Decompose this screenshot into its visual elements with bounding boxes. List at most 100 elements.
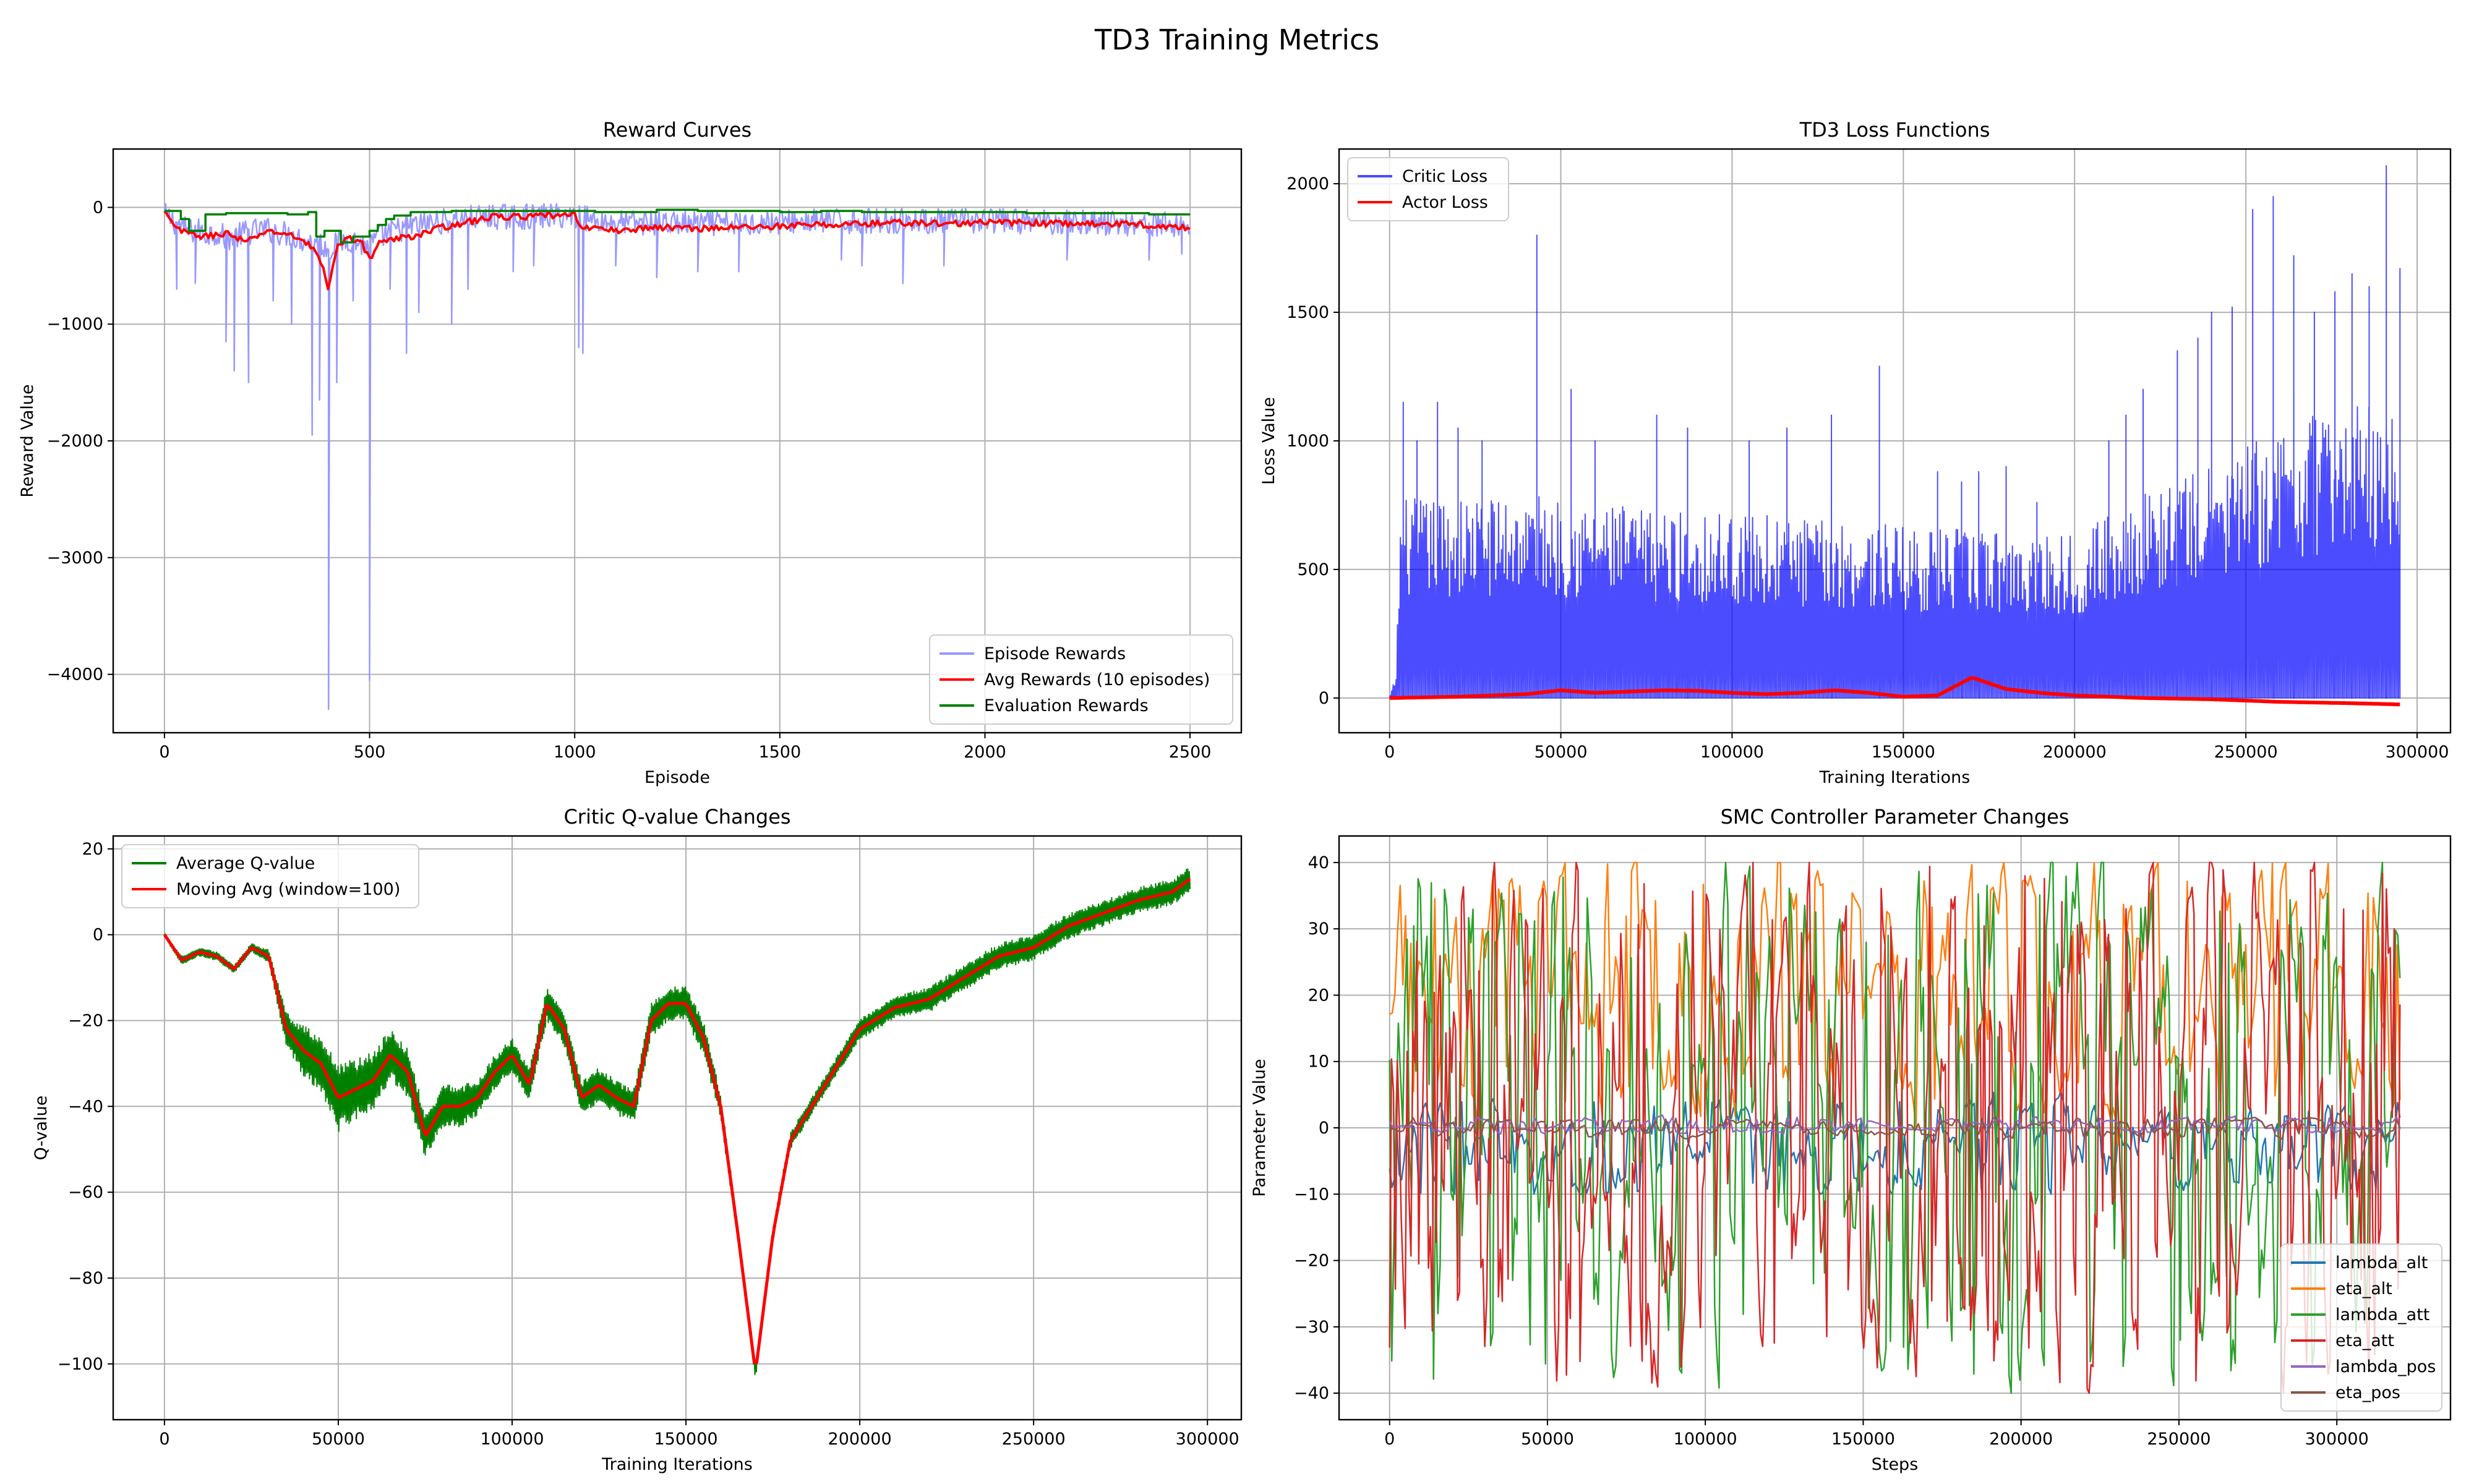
y-tick-label: −1000 xyxy=(47,315,103,334)
y-tick-label: 0 xyxy=(1319,1119,1329,1138)
chart-title: Critic Q-value Changes xyxy=(563,805,790,829)
legend: Episode Rewards Avg Rewards (10 episodes)… xyxy=(929,634,1233,725)
y-tick-label: −80 xyxy=(68,1269,103,1288)
y-tick-label: 30 xyxy=(1308,919,1329,939)
x-tick-label: 1500 xyxy=(758,743,801,762)
y-tick-label: 0 xyxy=(93,198,103,217)
legend-box xyxy=(121,844,419,908)
chart-smc: 0 50000 100000 150000 200000 250000 300000 −40 −… xyxy=(1250,805,2452,1474)
x-tick-label: 0 xyxy=(1384,743,1395,762)
y-tick-label: 0 xyxy=(1319,689,1329,708)
y-tick-label: 1000 xyxy=(1286,432,1329,451)
chart-qvalue: 0 50000 100000 150000 200000 250000 300000 −100… xyxy=(32,805,1243,1474)
legend-label: lambda_att xyxy=(2335,1305,2429,1324)
x-axis-label: Training Iterations xyxy=(1819,768,1971,787)
legend: lambda_alt eta_alt lambda_att eta_attlambda… xyxy=(2280,1243,2442,1412)
y-axis-label: Reward Value xyxy=(18,384,37,497)
x-tick-label: 0 xyxy=(1384,1430,1395,1449)
legend-label: Avg Rewards (10 episodes) xyxy=(984,670,1210,689)
chart-title: Reward Curves xyxy=(603,118,751,142)
series-line-evaluation-rewards xyxy=(164,208,1191,244)
y-tick-label: 40 xyxy=(1308,853,1329,872)
legend-box xyxy=(929,634,1233,725)
y-tick-label: −40 xyxy=(68,1097,103,1116)
x-tick-label: 2000 xyxy=(964,743,1006,762)
legend-label: lambda_alt xyxy=(2335,1253,2428,1273)
x-tick-label: 500 xyxy=(354,743,386,762)
legend-label: lambda_pos xyxy=(2335,1357,2436,1376)
x-axis-label: Steps xyxy=(1872,1455,1919,1474)
chart-loss: 0 50000 100000 150000 200000 250000 300000 0 500… xyxy=(1259,118,2452,787)
chart-title: SMC Controller Parameter Changes xyxy=(1721,805,2070,829)
chart-reward: 0 500 1000 1500 2000 2500 −4000 −3000 −2000 −1000… xyxy=(18,118,1243,787)
legend: Average Q-value Moving Avg (window=100) xyxy=(121,844,419,908)
plot-area xyxy=(1389,861,2401,1394)
y-tick-label: −30 xyxy=(1294,1318,1329,1337)
x-axis-label: Training Iterations xyxy=(601,1455,753,1474)
series-line-eta-att xyxy=(1389,861,2401,1394)
series-line-critic-loss xyxy=(1389,165,2401,699)
series-line-eta-pos xyxy=(1389,1116,2401,1140)
series-line-moving-avg-window-100- xyxy=(163,877,1191,1364)
x-tick-label: 200000 xyxy=(1989,1430,2053,1449)
x-tick-label: 150000 xyxy=(1872,743,1935,762)
x-tick-label: 0 xyxy=(159,1430,169,1449)
y-tick-label: −2000 xyxy=(47,432,103,451)
series-line-average-q-value xyxy=(163,868,1191,1375)
x-tick-label: 100000 xyxy=(1700,743,1764,762)
y-tick-label: 0 xyxy=(93,926,103,945)
x-tick-label: 1000 xyxy=(554,743,596,762)
x-tick-label: 150000 xyxy=(654,1430,718,1449)
axes-frame xyxy=(112,835,1243,1421)
y-tick-label: 20 xyxy=(82,840,103,859)
legend-label: eta_alt xyxy=(2335,1279,2392,1298)
x-tick-label: 250000 xyxy=(2214,743,2278,762)
legend-label: Episode Rewards xyxy=(984,644,1126,663)
legend-box xyxy=(1347,157,1509,221)
x-tick-label: 300000 xyxy=(2385,743,2449,762)
x-tick-label: 0 xyxy=(159,743,169,762)
series-line-lambda-att xyxy=(1389,861,2401,1394)
legend-label: Evaluation Rewards xyxy=(984,696,1149,715)
x-tick-label: 250000 xyxy=(1002,1430,1066,1449)
series-line-eta-alt xyxy=(1389,861,2401,1146)
y-tick-label: −20 xyxy=(68,1011,103,1030)
y-tick-label: −20 xyxy=(1294,1252,1329,1271)
x-tick-label: 100000 xyxy=(480,1430,544,1449)
x-tick-label: 50000 xyxy=(312,1430,365,1449)
plot-area xyxy=(163,203,1191,710)
x-tick-label: 50000 xyxy=(1534,743,1588,762)
legend-label: Average Q-value xyxy=(176,854,315,873)
y-tick-label: 20 xyxy=(1308,986,1329,1005)
x-tick-label: 150000 xyxy=(1831,1430,1895,1449)
legend-label: Critic Loss xyxy=(1402,167,1487,186)
y-tick-label: −100 xyxy=(58,1355,103,1374)
y-tick-label: −3000 xyxy=(47,548,103,568)
legend-box xyxy=(2280,1243,2442,1412)
y-tick-label: −10 xyxy=(1294,1185,1329,1204)
y-axis-label: Loss Value xyxy=(1259,397,1278,485)
series-line-avg-rewards-10-episodes- xyxy=(163,210,1191,291)
legend-label: eta_att xyxy=(2335,1331,2394,1350)
series-line-episode-rewards xyxy=(163,203,1191,710)
y-tick-label: −60 xyxy=(68,1183,103,1202)
x-tick-label: 250000 xyxy=(2147,1430,2211,1449)
x-tick-label: 300000 xyxy=(1176,1430,1239,1449)
series-line-actor-loss xyxy=(1389,676,2400,707)
x-tick-label: 300000 xyxy=(2305,1430,2369,1449)
y-tick-label: −4000 xyxy=(47,665,103,684)
x-tick-label: 50000 xyxy=(1521,1430,1574,1449)
y-tick-label: 10 xyxy=(1308,1052,1329,1072)
x-axis-label: Episode xyxy=(644,768,710,787)
x-tick-label: 2500 xyxy=(1169,743,1212,762)
y-axis-label: Parameter Value xyxy=(1250,1059,1269,1196)
legend-label: eta_pos xyxy=(2335,1383,2400,1402)
series-line-lambda-alt xyxy=(1389,1090,2401,1195)
legend: Critic Loss Actor Loss xyxy=(1347,157,1509,221)
x-tick-label: 100000 xyxy=(1674,1430,1737,1449)
chart-title: TD3 Loss Functions xyxy=(1799,118,1990,142)
x-tick-label: 200000 xyxy=(828,1430,892,1449)
figure-title: TD3 Training Metrics xyxy=(1094,23,1379,56)
y-tick-label: −40 xyxy=(1294,1384,1329,1403)
